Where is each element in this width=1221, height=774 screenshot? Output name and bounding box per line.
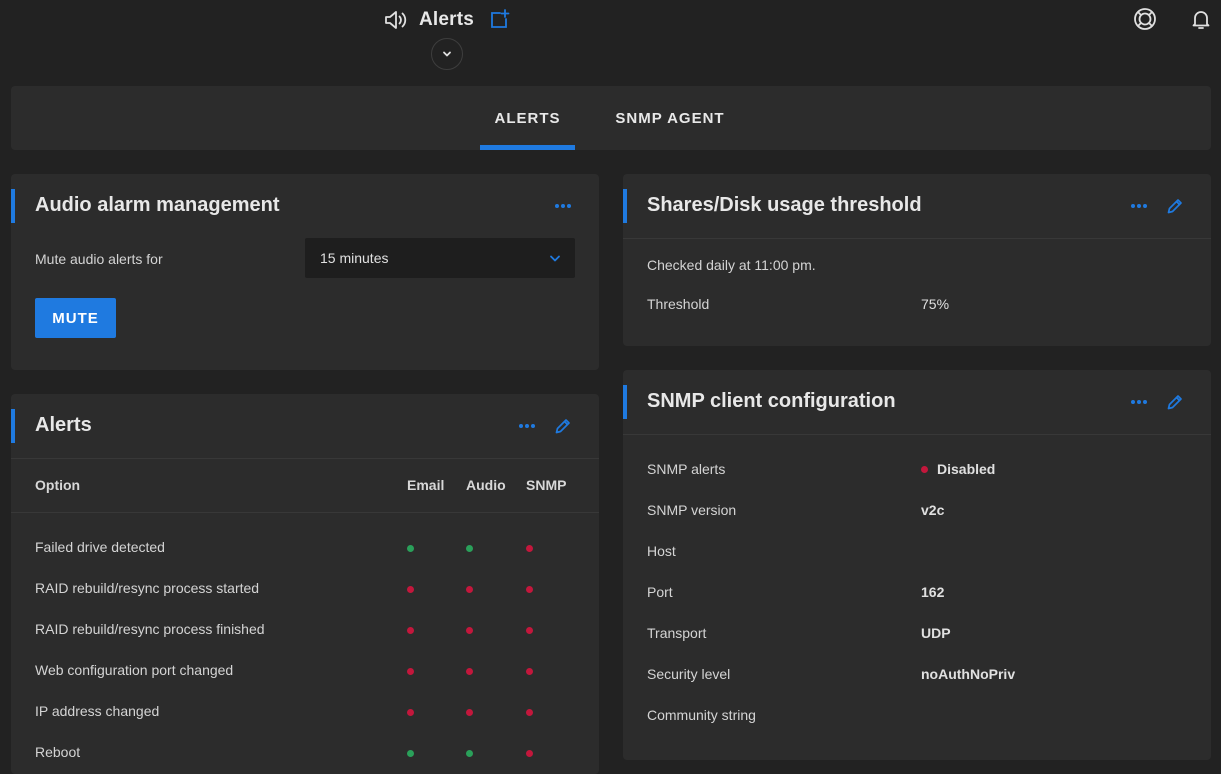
- alert-option-label: Reboot: [35, 744, 81, 760]
- alerts-card: Alerts Option Email Audio SNMP Failed dr…: [11, 394, 599, 774]
- snmp-config-card: SNMP client configuration SNMP alerts Dis…: [623, 370, 1211, 760]
- column-header-option: Option: [35, 477, 81, 493]
- disabled-status-dot: [921, 466, 928, 473]
- audio-status-dot: [466, 627, 473, 634]
- snmp-status-dot: [526, 586, 533, 593]
- chevron-down-icon: [550, 255, 560, 262]
- email-status-dot: [407, 750, 414, 757]
- divider: [623, 434, 1211, 435]
- card-accent: [11, 189, 15, 223]
- card-header: Shares/Disk usage threshold: [623, 174, 1211, 238]
- card-title: SNMP client configuration: [647, 390, 896, 412]
- pencil-icon: [1167, 199, 1182, 214]
- divider: [11, 458, 599, 459]
- more-icon: [1131, 204, 1147, 208]
- tab-bar: ALERTS SNMP AGENT: [11, 86, 1211, 150]
- card-header: Audio alarm management: [11, 174, 599, 238]
- tab-snmp-agent-label: SNMP AGENT: [615, 109, 725, 127]
- email-status-dot: [407, 545, 414, 552]
- snmp-field-label: Port: [647, 584, 673, 600]
- mute-duration-label: Mute audio alerts for: [35, 251, 163, 267]
- page-header: Alerts: [383, 6, 510, 34]
- more-icon: [1131, 400, 1147, 404]
- more-options-button[interactable]: [551, 194, 575, 218]
- pencil-icon: [1167, 395, 1182, 410]
- card-accent: [11, 409, 15, 443]
- pencil-icon: [555, 419, 570, 434]
- card-title: Audio alarm management: [35, 194, 280, 216]
- snmp-status-dot: [526, 668, 533, 675]
- snmp-field-label: SNMP alerts: [647, 461, 726, 477]
- lifebuoy-icon[interactable]: [1133, 7, 1157, 31]
- audio-status-dot: [466, 750, 473, 757]
- snmp-field-value: UDP: [921, 625, 951, 641]
- alert-option-label: IP address changed: [35, 703, 160, 719]
- column-header-email: Email: [407, 477, 445, 493]
- snmp-field-label: Host: [647, 543, 676, 559]
- top-bar: Alerts: [0, 0, 1221, 86]
- audio-status-dot: [466, 668, 473, 675]
- mute-button[interactable]: MUTE: [35, 298, 116, 338]
- snmp-field-label: Transport: [647, 625, 707, 641]
- disk-threshold-card: Shares/Disk usage threshold Checked dail…: [623, 174, 1211, 346]
- mute-duration-value: 15 minutes: [320, 250, 389, 266]
- alert-option-label: Failed drive detected: [35, 539, 165, 555]
- email-status-dot: [407, 586, 414, 593]
- threshold-label: Threshold: [647, 296, 710, 312]
- alert-option-label: RAID rebuild/resync process started: [35, 580, 260, 596]
- audio-alarm-card: Audio alarm management Mute audio alerts…: [11, 174, 599, 370]
- snmp-alerts-status-text: Disabled: [937, 461, 996, 477]
- tab-snmp-agent[interactable]: SNMP AGENT: [605, 86, 735, 150]
- alert-option-label: RAID rebuild/resync process finished: [35, 621, 265, 637]
- edit-button[interactable]: [1163, 390, 1187, 414]
- snmp-field-label: Community string: [647, 707, 756, 723]
- speaker-icon[interactable]: [383, 8, 407, 32]
- more-icon: [519, 424, 535, 428]
- audio-status-dot: [466, 586, 473, 593]
- email-status-dot: [407, 709, 414, 716]
- snmp-status-dot: [526, 750, 533, 757]
- more-options-button[interactable]: [515, 414, 539, 438]
- edit-button[interactable]: [1163, 194, 1187, 218]
- threshold-value: 75%: [921, 296, 950, 312]
- snmp-field-label: SNMP version: [647, 502, 737, 518]
- column-header-audio: Audio: [466, 477, 506, 493]
- divider: [11, 512, 599, 513]
- snmp-field-label: Security level: [647, 666, 731, 682]
- snmp-field-value: Disabled: [921, 461, 995, 477]
- email-status-dot: [407, 627, 414, 634]
- alert-option-label: Web configuration port changed: [35, 662, 234, 678]
- snmp-status-dot: [526, 627, 533, 634]
- bell-icon[interactable]: [1189, 7, 1213, 31]
- email-status-dot: [407, 668, 414, 675]
- snmp-field-value: noAuthNoPriv: [921, 666, 1016, 682]
- card-header: Alerts: [11, 394, 599, 458]
- card-header: SNMP client configuration: [623, 370, 1211, 434]
- card-accent: [623, 385, 627, 419]
- chevron-down-icon: [443, 51, 451, 57]
- page-title: Alerts: [419, 9, 475, 30]
- card-title: Alerts: [35, 414, 92, 436]
- more-options-button[interactable]: [1127, 390, 1151, 414]
- audio-status-dot: [466, 709, 473, 716]
- snmp-status-dot: [526, 709, 533, 716]
- card-title: Shares/Disk usage threshold: [647, 194, 922, 216]
- add-widget-icon[interactable]: [488, 9, 510, 31]
- mute-duration-select[interactable]: 15 minutes: [305, 238, 575, 278]
- card-accent: [623, 189, 627, 223]
- edit-button[interactable]: [551, 414, 575, 438]
- tab-alerts-label: ALERTS: [494, 109, 561, 127]
- snmp-field-value: 162: [921, 584, 945, 600]
- divider: [623, 238, 1211, 239]
- more-options-button[interactable]: [1127, 194, 1151, 218]
- collapse-header-button[interactable]: [431, 38, 463, 70]
- more-icon: [555, 204, 571, 208]
- tab-alerts[interactable]: ALERTS: [480, 86, 575, 150]
- column-header-snmp: SNMP: [526, 477, 567, 493]
- audio-status-dot: [466, 545, 473, 552]
- schedule-text: Checked daily at 11:00 pm.: [647, 257, 816, 273]
- snmp-status-dot: [526, 545, 533, 552]
- snmp-field-value: v2c: [921, 502, 945, 518]
